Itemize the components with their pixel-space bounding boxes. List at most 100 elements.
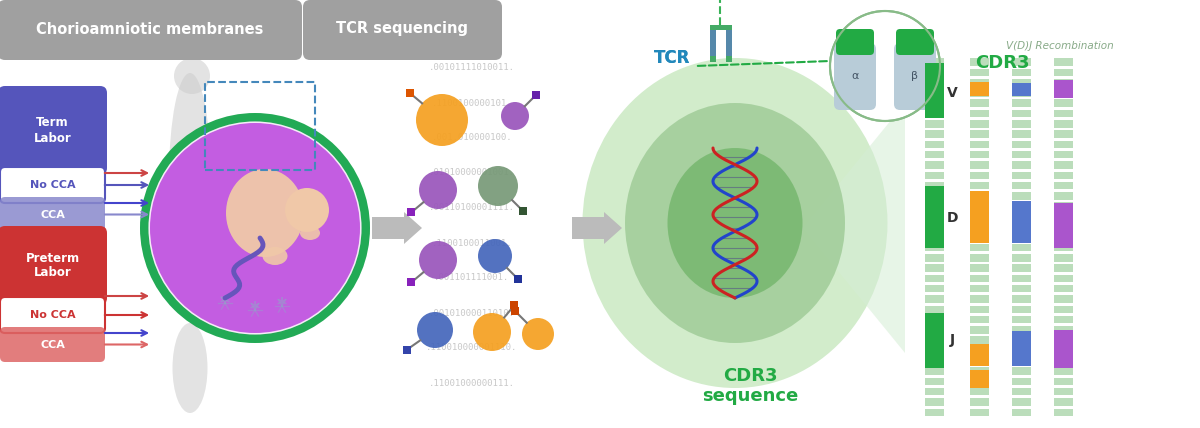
Bar [1054,254,1073,262]
Text: *: * [250,300,260,319]
Bar [925,316,944,323]
Bar [1054,244,1073,251]
Bar [970,233,989,241]
Bar [925,192,944,200]
Bar [970,370,989,388]
Bar [925,388,944,395]
Bar [970,161,989,169]
FancyBboxPatch shape [0,297,106,333]
Bar [925,213,944,220]
Bar [1012,357,1031,365]
Bar [1012,58,1031,66]
Ellipse shape [263,247,288,265]
Bar [710,56,716,62]
Bar [970,254,989,262]
Bar [970,326,989,333]
Bar [1054,265,1073,272]
Ellipse shape [226,169,304,257]
Bar [1012,83,1031,96]
Bar [970,357,989,365]
Ellipse shape [169,73,211,283]
Bar [970,306,989,313]
Bar [1012,233,1031,241]
Bar [1012,377,1031,385]
Bar [1054,326,1073,333]
Text: .00101000011010.: .00101000011010. [430,309,515,318]
Bar [970,79,989,86]
Bar [1054,80,1073,98]
Bar [1054,131,1073,138]
Text: CCA: CCA [40,339,65,350]
Bar [1054,388,1073,395]
Bar [970,89,989,97]
Bar [1012,316,1031,323]
Bar [1012,68,1031,76]
Text: CDR3
sequence: CDR3 sequence [702,367,798,405]
Text: CCA: CCA [40,209,65,220]
Text: .110010000001110.: .110010000001110. [426,344,517,353]
Bar [970,213,989,220]
Bar [925,89,944,97]
Bar [1012,213,1031,220]
Bar [1012,99,1031,107]
Circle shape [502,102,529,130]
Text: .11001000000111.: .11001000000111. [430,378,515,387]
Bar [970,336,989,344]
Bar [1054,285,1073,292]
Bar [1012,79,1031,86]
Bar [1012,367,1031,375]
Bar [726,30,732,58]
Bar [970,68,989,76]
Text: *: * [220,294,230,312]
Bar [1054,330,1073,368]
Circle shape [286,188,329,232]
Circle shape [416,94,468,146]
Bar [970,182,989,190]
Bar [925,265,944,272]
Bar [710,30,716,58]
FancyBboxPatch shape [836,29,874,55]
Bar [1012,326,1031,333]
Bar [925,151,944,158]
Bar [925,161,944,169]
Bar [1054,367,1073,375]
FancyBboxPatch shape [894,43,936,110]
Bar [1054,275,1073,282]
Bar [1012,89,1031,97]
Bar [1054,347,1073,354]
Bar [970,58,989,66]
Bar [925,306,944,313]
Bar [925,347,944,354]
Bar [205,82,314,170]
Bar [970,244,989,251]
Bar [925,367,944,375]
Bar [1012,172,1031,179]
Circle shape [473,313,511,351]
Bar [1054,306,1073,313]
Bar [970,316,989,323]
Bar [925,68,944,76]
Text: Term
Labor: Term Labor [34,116,71,145]
Bar [970,275,989,282]
Bar [1054,336,1073,344]
Bar [925,275,944,282]
Text: V(D)J Recombination: V(D)J Recombination [1006,41,1114,51]
Bar [515,275,522,283]
Circle shape [140,113,370,343]
Bar [925,141,944,148]
Bar [1054,202,1073,210]
Bar [406,89,414,97]
Bar [925,110,944,117]
Bar [970,265,989,272]
Bar [925,202,944,210]
Bar [1054,182,1073,190]
FancyArrow shape [372,212,422,244]
Bar [1054,408,1073,416]
FancyBboxPatch shape [0,197,106,232]
Text: Chorioamniotic membranes: Chorioamniotic membranes [36,21,264,36]
Bar [970,295,989,303]
Bar [1012,202,1031,210]
Text: No CCA: No CCA [30,180,76,190]
Bar [925,58,944,66]
Bar [970,192,989,200]
